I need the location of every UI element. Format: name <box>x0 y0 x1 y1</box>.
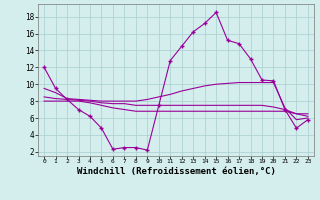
X-axis label: Windchill (Refroidissement éolien,°C): Windchill (Refroidissement éolien,°C) <box>76 167 276 176</box>
